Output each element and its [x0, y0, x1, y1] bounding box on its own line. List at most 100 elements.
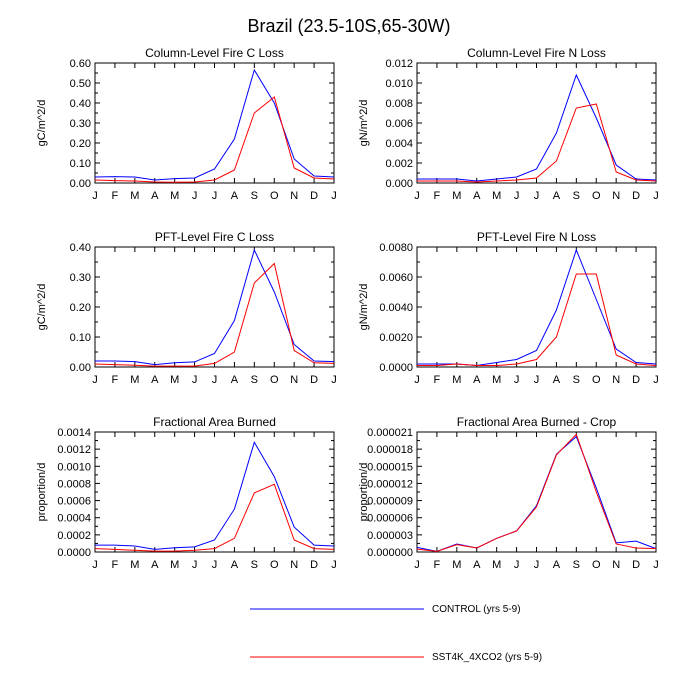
plot-frame: [416, 431, 657, 553]
y-tick-label: 0.008: [385, 98, 413, 110]
x-tick-label: O: [270, 374, 279, 386]
chart-title: PFT-Level Fire C Loss: [155, 230, 274, 244]
x-tick-label: J: [414, 559, 420, 571]
x-tick-label: J: [331, 374, 337, 386]
y-tick-label: 0.0014: [57, 427, 91, 439]
series-line-sst4k: [94, 483, 335, 552]
x-tick-label: J: [92, 190, 98, 202]
x-tick-label: A: [553, 559, 561, 571]
x-tick-label: A: [231, 374, 239, 386]
chart-panel-4: PFT-Level Fire N Loss gN/m^2/d 0.0000 0.002…: [358, 230, 659, 386]
figure-title: Brazil (23.5-10S,65-30W): [247, 16, 450, 36]
x-tick-label: O: [270, 559, 279, 571]
x-tick-label: S: [573, 190, 580, 202]
x-tick-label: M: [130, 190, 139, 202]
y-tick-label: 0.002: [385, 158, 413, 170]
x-tick-label: J: [653, 374, 659, 386]
x-tick-label: J: [92, 559, 98, 571]
x-tick-label: J: [212, 374, 218, 386]
x-tick-label: M: [452, 190, 461, 202]
x-tick-label: O: [592, 190, 601, 202]
y-axis-label: proportion/d: [36, 463, 48, 522]
x-tick-label: J: [414, 190, 420, 202]
x-tick-label: F: [112, 190, 119, 202]
x-tick-label: D: [632, 374, 640, 386]
x-tick-label: J: [534, 559, 540, 571]
plot-frame: [416, 246, 657, 368]
y-tick-label: 0.004: [385, 138, 413, 150]
y-tick-label: 0.0004: [57, 513, 91, 525]
y-tick-label: 0.0000: [57, 547, 91, 559]
x-tick-label: M: [130, 374, 139, 386]
y-tick-label: 0.000021: [367, 427, 413, 439]
y-tick-label: 0.000006: [367, 513, 413, 525]
x-tick-label: F: [434, 374, 441, 386]
x-tick-label: J: [192, 374, 198, 386]
x-tick-label: J: [514, 190, 520, 202]
legend-control-label: CONTROL (yrs 5-9): [432, 604, 521, 615]
x-tick-label: J: [92, 374, 98, 386]
x-tick-label: A: [151, 374, 159, 386]
x-tick-label: M: [170, 374, 179, 386]
x-tick-label: N: [612, 559, 620, 571]
plot-frame: [94, 246, 335, 368]
x-tick-label: N: [290, 559, 298, 571]
x-tick-label: M: [452, 559, 461, 571]
x-tick-label: D: [310, 190, 318, 202]
x-tick-label: D: [310, 374, 318, 386]
chart-title: Fractional Area Burned: [153, 415, 276, 429]
x-tick-label: D: [632, 559, 640, 571]
chart-panel-6: Fractional Area Burned - Crop proportion/…: [358, 415, 659, 571]
x-tick-label: S: [251, 374, 258, 386]
series-line-control: [95, 248, 335, 366]
x-tick-label: M: [170, 190, 179, 202]
x-tick-label: A: [473, 374, 481, 386]
chart-panel-2: Column-Level Fire N Loss gN/m^2/d 0.000 0.0…: [358, 46, 659, 202]
y-tick-label: 0.0010: [57, 461, 91, 473]
x-tick-label: J: [192, 190, 198, 202]
y-tick-label: 0.0006: [57, 496, 91, 508]
y-tick-label: 0.000: [385, 178, 413, 190]
x-tick-label: F: [112, 374, 119, 386]
series-line-sst4k: [416, 433, 657, 552]
y-tick-label: 0.010: [385, 78, 413, 90]
x-tick-label: J: [514, 374, 520, 386]
plot-frame: [416, 62, 657, 184]
y-tick-label: 0.50: [70, 78, 91, 90]
y-tick-label: 0.0000: [379, 362, 413, 374]
x-tick-label: A: [473, 190, 481, 202]
y-tick-label: 0.60: [70, 58, 91, 70]
x-tick-label: J: [192, 559, 198, 571]
x-tick-label: S: [251, 190, 258, 202]
y-tick-label: 0.0040: [379, 302, 413, 314]
y-tick-label: 0.000003: [367, 530, 413, 542]
x-tick-label: J: [653, 190, 659, 202]
x-tick-label: M: [130, 559, 139, 571]
legend: CONTROL (yrs 5-9) SST4K_4XCO2 (yrs 5-9): [250, 604, 542, 663]
x-tick-label: J: [212, 190, 218, 202]
y-axis-label: gN/m^2/d: [358, 100, 370, 147]
y-tick-label: 0.0080: [379, 242, 413, 254]
y-tick-label: 0.0008: [57, 478, 91, 490]
y-tick-label: 0.000018: [367, 444, 413, 456]
x-tick-label: A: [231, 190, 239, 202]
chart-panel-5: Fractional Area Burned proportion/d 0.0000…: [36, 415, 337, 571]
x-tick-label: O: [270, 190, 279, 202]
series-line-control: [417, 73, 657, 182]
x-tick-label: A: [151, 559, 159, 571]
x-tick-label: J: [653, 559, 659, 571]
y-tick-label: 0.0002: [57, 530, 91, 542]
x-tick-label: S: [573, 374, 580, 386]
series-line-sst4k: [417, 273, 657, 366]
chart-title: PFT-Level Fire N Loss: [477, 230, 596, 244]
y-tick-label: 0.00: [70, 178, 91, 190]
series-line-sst4k: [94, 96, 335, 183]
x-tick-label: O: [592, 559, 601, 571]
x-tick-label: F: [434, 559, 441, 571]
chart-panel-1: Column-Level Fire C Loss gC/m^2/d 0.00 0.10…: [36, 46, 337, 202]
x-tick-label: O: [592, 374, 601, 386]
x-tick-label: J: [534, 374, 540, 386]
y-axis-label: gC/m^2/d: [36, 284, 48, 331]
x-tick-label: M: [452, 374, 461, 386]
